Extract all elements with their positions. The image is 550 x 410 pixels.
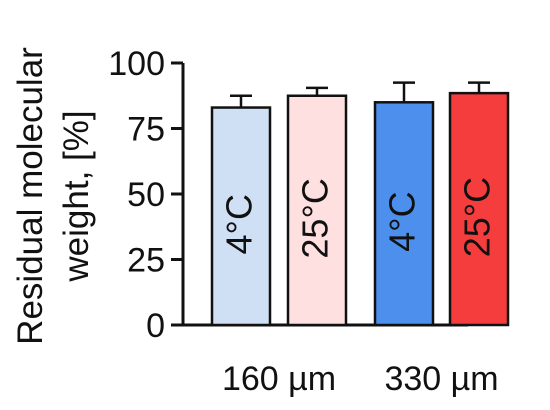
y-tick-label: 75: [127, 111, 165, 149]
bar-label: 4°C: [382, 191, 423, 251]
x-axis-group-labels: 160 µm 330 µm: [222, 360, 499, 398]
bar-group: 4°C: [210, 94, 272, 327]
x-group-label: 330 µm: [384, 360, 498, 398]
bar-label: 25°C: [295, 178, 336, 258]
y-tick-label: 25: [127, 242, 165, 280]
bar-group: 25°C: [448, 81, 510, 327]
bar-group: 25°C: [286, 86, 348, 327]
bar-group: 4°C: [373, 81, 435, 327]
bar-label: 25°C: [457, 177, 498, 257]
y-axis-title-line-2: weight, [%]: [57, 110, 96, 282]
y-axis-title: Residual molecular weight, [%]: [11, 47, 96, 345]
y-tick-label: 50: [127, 176, 165, 214]
bar: [448, 91, 510, 327]
x-group-label: 160 µm: [222, 360, 336, 398]
bars: 4°C 25°C 4°C 25°C: [210, 81, 510, 327]
bar: [286, 94, 348, 327]
y-axis-title-line-1: Residual molecular: [11, 47, 50, 345]
bar: [373, 101, 435, 327]
y-tick-label: 0: [146, 307, 165, 345]
y-tick-label: 100: [108, 45, 165, 83]
bar-label: 4°C: [219, 194, 260, 254]
